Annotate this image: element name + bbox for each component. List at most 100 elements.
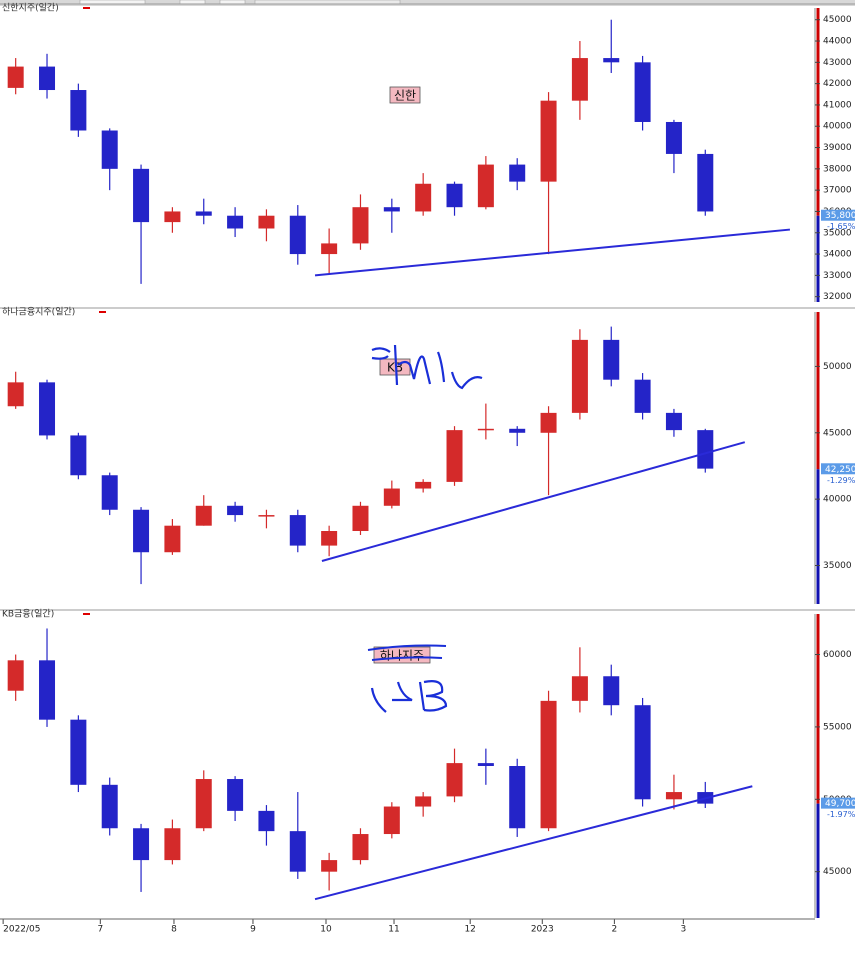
- toolbar: [0, 0, 855, 6]
- panel-title: 하나금융지주(일간): [2, 307, 75, 318]
- candle-body: [101, 130, 118, 169]
- x-tick-label: 2: [612, 925, 618, 935]
- candle-body: [133, 828, 150, 861]
- toolbar-button[interactable]: [219, 0, 246, 5]
- candle-body: [7, 382, 24, 407]
- candle-body: [446, 763, 463, 797]
- candle-body: [634, 379, 651, 413]
- candle-body: [383, 806, 400, 835]
- y-tick-label: 40000: [823, 495, 852, 505]
- candle-body: [603, 58, 620, 63]
- candle-body: [509, 164, 526, 182]
- candle-body: [195, 505, 212, 526]
- candle-body: [321, 860, 338, 872]
- candle-body: [352, 834, 369, 861]
- candle-body: [634, 62, 651, 122]
- candle-body: [509, 428, 526, 433]
- candle-body: [540, 700, 557, 829]
- candle-body: [227, 215, 244, 229]
- candle-body: [164, 525, 181, 553]
- x-tick-label: 10: [320, 925, 332, 935]
- change-label: -1.29%: [827, 476, 855, 485]
- price-tag: [821, 463, 855, 475]
- candle-body: [70, 90, 87, 131]
- y-tick-label: 45000: [823, 15, 852, 25]
- candle-body: [289, 831, 306, 872]
- y-tick-label: 35000: [823, 228, 852, 238]
- candle-body: [540, 412, 557, 433]
- y-tick-label: 44000: [823, 37, 852, 47]
- candle-body: [133, 168, 150, 223]
- x-tick-label: 2022/05: [3, 925, 40, 935]
- x-tick-label: 8: [171, 925, 177, 935]
- price-tag-label: 35,800: [825, 211, 855, 221]
- trendline: [314, 228, 791, 277]
- candle-body: [383, 488, 400, 506]
- toolbar-button[interactable]: [179, 0, 206, 5]
- candle-body: [352, 505, 369, 531]
- candle-body: [289, 515, 306, 546]
- candle-body: [101, 784, 118, 829]
- candle-body: [665, 412, 682, 431]
- y-tick-label: 45000: [823, 867, 852, 877]
- handwriting: [371, 344, 483, 390]
- candle-body: [665, 792, 682, 800]
- candle-body: [415, 481, 432, 489]
- trendline: [321, 441, 746, 562]
- y-tick-label: 33000: [823, 271, 852, 281]
- handwriting: [370, 680, 448, 713]
- y-tick-label: 38000: [823, 164, 852, 174]
- panel-title: 신한지주(일간): [2, 3, 59, 14]
- price-tag: [821, 209, 855, 221]
- price-tag: [821, 797, 855, 809]
- candle-body: [634, 705, 651, 800]
- candle-body: [665, 121, 682, 154]
- y-tick-label: 32000: [823, 292, 852, 302]
- y-tick-label: 34000: [823, 250, 852, 260]
- candle-body: [415, 183, 432, 212]
- x-tick-label: 2023: [531, 925, 554, 935]
- y-tick-label: 35000: [823, 561, 852, 571]
- y-tick-label: 40000: [823, 122, 852, 132]
- candle-body: [509, 766, 526, 829]
- candle-body: [195, 211, 212, 216]
- strike: [367, 644, 447, 661]
- candle-body: [571, 676, 588, 701]
- candle-body: [321, 243, 338, 255]
- trendline: [314, 785, 753, 901]
- toolbar-field[interactable]: [79, 0, 146, 5]
- y-tick-label: 55000: [823, 722, 852, 732]
- change-label: -1.97%: [827, 810, 855, 819]
- x-tick-label: 11: [388, 925, 399, 935]
- candle-body: [164, 211, 181, 223]
- candle-body: [446, 183, 463, 208]
- candle-body: [571, 339, 588, 413]
- x-tick-label: 7: [97, 925, 103, 935]
- change-label: -1.65%: [827, 222, 855, 231]
- price-tag-label: 42,250: [825, 465, 855, 475]
- candle-body: [133, 509, 150, 553]
- y-tick-label: 60000: [823, 650, 852, 660]
- annotation: 하나지주: [380, 649, 424, 663]
- candle-body: [195, 779, 212, 829]
- candle-body: [39, 382, 56, 436]
- y-tick-label: 37000: [823, 186, 852, 196]
- candle-body: [477, 428, 494, 431]
- y-tick-label: 42000: [823, 79, 852, 89]
- x-tick-label: 3: [680, 925, 686, 935]
- price-tag-label: 49,700: [825, 799, 855, 809]
- candle-body: [39, 66, 56, 91]
- annotation: 신한: [394, 89, 416, 103]
- candle-body: [571, 58, 588, 101]
- candle-body: [7, 660, 24, 691]
- y-tick-label: 41000: [823, 100, 852, 110]
- toolbar-tabs[interactable]: [254, 0, 401, 5]
- candle-body: [289, 215, 306, 255]
- candle-body: [697, 153, 714, 212]
- candle-body: [477, 763, 494, 766]
- candle-body: [321, 531, 338, 546]
- y-tick-label: 50000: [823, 362, 852, 372]
- candle-body: [477, 164, 494, 208]
- y-tick-label: 39000: [823, 143, 852, 153]
